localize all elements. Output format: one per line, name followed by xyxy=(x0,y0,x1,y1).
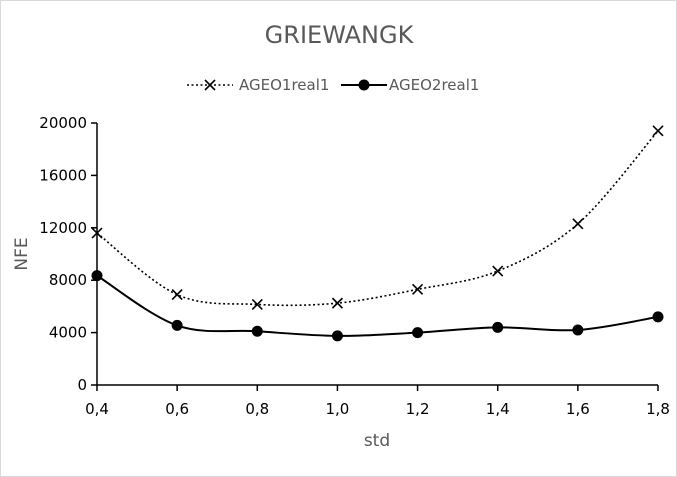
y-tick-label: 4000 xyxy=(49,324,87,342)
x-tick-label: 0,6 xyxy=(165,400,189,418)
x-marker-stroke xyxy=(572,218,584,230)
x-tick-label: 1,2 xyxy=(406,400,430,418)
series-line xyxy=(96,130,659,307)
axes: 0 4000 8000 12000 16000 20000 0,4 0,6 0,8 1,0 1,2 1… xyxy=(39,114,670,418)
legend: AGEO1real1 AGEO2real1 xyxy=(187,76,479,94)
data-point xyxy=(251,298,263,311)
x-marker-stroke xyxy=(331,297,343,309)
x-marker-stroke xyxy=(171,289,183,301)
x-marker-stroke xyxy=(492,265,504,277)
legend-item: AGEO2real1 xyxy=(341,76,479,94)
x-axis-label: std xyxy=(364,431,390,451)
x-tick-label: 1,6 xyxy=(566,400,590,418)
data-point xyxy=(251,325,263,337)
x-tick-label: 1,0 xyxy=(325,400,349,418)
x-tick-label: 1,8 xyxy=(646,400,670,418)
filled-circle-icon xyxy=(358,79,370,91)
data-point xyxy=(652,125,664,137)
x-marker-stroke xyxy=(251,298,263,311)
x-marker-stroke xyxy=(652,125,664,137)
y-tick-label: 12000 xyxy=(39,219,87,237)
data-point xyxy=(331,297,343,309)
x-tick-label: 0,4 xyxy=(85,400,109,418)
legend-item: AGEO1real1 xyxy=(187,76,329,94)
series-1 xyxy=(91,125,664,311)
y-axis-label: NFE xyxy=(12,237,32,270)
data-point xyxy=(492,321,504,333)
data-point xyxy=(171,289,183,301)
data-point xyxy=(91,270,103,282)
data-point xyxy=(412,283,424,295)
y-tick-label: 20000 xyxy=(39,114,87,132)
data-point xyxy=(492,265,504,277)
y-tick-label: 16000 xyxy=(39,166,87,184)
series-layer xyxy=(91,125,664,342)
data-point xyxy=(572,324,584,336)
data-point xyxy=(412,327,424,339)
x-marker-stroke xyxy=(91,227,103,239)
chart-title: GRIEWANGK xyxy=(265,21,415,49)
data-point xyxy=(171,319,183,331)
x-icon xyxy=(204,79,216,91)
legend-label: AGEO2real1 xyxy=(389,76,479,94)
x-tick-label: 1,4 xyxy=(486,400,510,418)
y-tick-label: 0 xyxy=(77,376,87,394)
y-tick-label: 8000 xyxy=(49,271,87,289)
data-point xyxy=(91,227,103,239)
data-point xyxy=(652,311,664,323)
x-tick-label: 0,8 xyxy=(245,400,269,418)
series-2 xyxy=(91,270,664,342)
x-marker-stroke xyxy=(204,79,216,91)
data-point xyxy=(572,218,584,230)
legend-label: AGEO1real1 xyxy=(239,76,329,94)
data-point xyxy=(331,330,343,342)
x-marker-stroke xyxy=(412,283,424,295)
